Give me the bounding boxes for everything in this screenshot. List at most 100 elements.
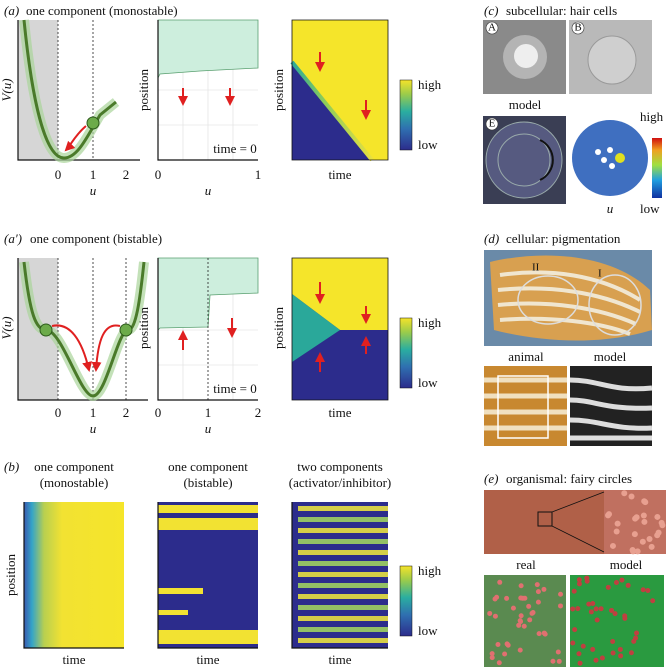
caption: animal [508,349,544,364]
x-tick-label: 1 [90,405,97,420]
panel-title: one component (bistable) [30,231,162,246]
texture [541,630,547,636]
image-label: I [598,268,602,280]
shape [51,324,93,372]
shape [601,157,607,163]
colorbar-label: high [640,109,664,124]
shape [291,257,389,401]
shape [291,502,388,649]
colorbar-label: high [418,77,442,92]
shape [91,324,121,372]
colorbar-label: low [418,137,438,152]
panel-title: cellular: pigmentation [506,231,621,246]
shape [22,261,146,398]
texture [613,579,619,585]
texture [298,616,388,621]
image-label: B [574,22,581,34]
texture [618,653,624,659]
panel-title: one component (monostable) [26,3,178,18]
texture [494,594,500,600]
texture [520,595,526,601]
shape [587,35,637,85]
texture [298,605,388,610]
texture [632,515,639,522]
y-label: position [271,307,286,349]
y-label: position [3,554,18,596]
heatmap [158,502,258,648]
texture [518,613,524,619]
texture [576,651,582,657]
texture [298,517,388,522]
shape [539,139,554,181]
plot-title: one component [34,459,114,474]
shape [570,575,664,667]
texture [298,550,388,555]
texture [658,519,665,526]
texture [158,640,258,644]
image-label: II [532,262,540,274]
texture [497,579,503,585]
model-pattern [569,366,653,446]
texture [576,581,582,587]
texture [535,589,541,595]
colorbar-label: low [640,201,660,216]
shape [497,375,549,439]
shape [615,153,625,163]
texture [536,631,542,637]
shape [497,270,642,336]
caption: model [594,349,627,364]
texture [487,610,493,616]
texture [612,611,618,617]
y-label: position [136,69,151,111]
texture [518,583,524,589]
texture [613,528,620,535]
texture [593,606,599,612]
x-tick-label: 1 [255,167,262,182]
texture [598,606,604,612]
heatmap [24,502,124,648]
shape [292,294,340,362]
texture [572,627,578,633]
shape [23,502,124,649]
shape [17,258,148,401]
y-label: position [136,307,151,349]
panel-label: (a′) [4,231,22,246]
shape [497,133,551,187]
image-label: E [489,118,496,130]
texture [534,582,540,588]
shape [484,490,604,554]
texture [298,594,388,599]
texture [605,512,612,519]
texture [577,660,583,666]
texture [621,490,628,497]
texture [605,584,611,590]
texture [609,607,615,613]
texture [654,513,661,520]
texture [642,499,649,506]
texture [576,577,582,583]
photo [484,575,566,667]
image-label: A [488,22,496,34]
texture [558,591,564,597]
texture [599,655,605,661]
shape [119,323,133,337]
shape [39,323,53,337]
colorbar-label: low [418,375,438,390]
x-label: u [90,421,97,436]
texture [496,660,502,666]
texture [593,657,599,663]
texture [619,577,625,583]
profile [157,257,259,401]
panel-title: subcellular: hair cells [506,3,617,18]
texture [584,575,590,581]
texture [634,548,641,555]
shape [17,20,140,161]
kymograph [290,19,389,162]
texture [535,599,541,605]
shape [157,20,258,161]
x-label: time [328,652,351,667]
kymograph [291,257,389,401]
plot-title: one component [168,459,248,474]
texture [541,586,547,592]
x-label: u [205,183,212,198]
